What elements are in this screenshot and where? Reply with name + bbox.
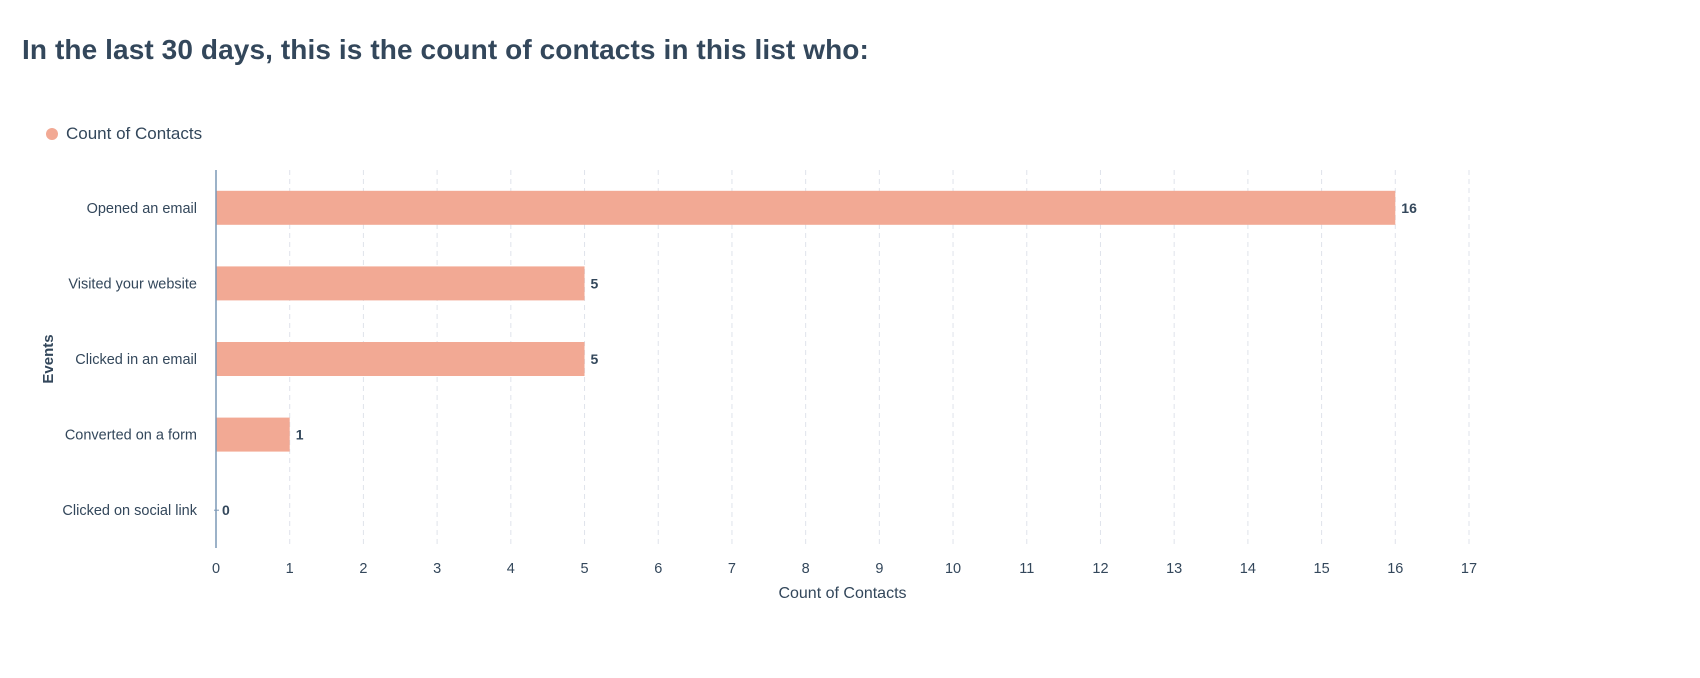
bar-value-label: 0 [222, 502, 230, 518]
bar-labels: 16 5 5 1 0 [222, 200, 1417, 518]
chart-legend[interactable]: Count of Contacts [46, 124, 202, 144]
x-tick-label: 0 [212, 561, 220, 577]
category-labels: Opened an email Visited your website Click… [62, 201, 197, 519]
category-label: Converted on a form [65, 428, 197, 444]
x-tick-label: 1 [286, 561, 294, 577]
x-tick-label: 7 [728, 561, 736, 577]
grid-lines [289, 170, 1470, 548]
bar[interactable] [216, 342, 585, 376]
x-tick-labels: 0 1 2 3 4 5 6 7 8 9 10 11 12 13 14 15 16 17 [212, 561, 1477, 577]
x-tick-label: 5 [580, 561, 588, 577]
x-axis-title: Count of Contacts [778, 585, 906, 602]
x-tick-label: 14 [1240, 561, 1256, 577]
x-tick-label: 9 [875, 561, 883, 577]
x-tick-label: 13 [1166, 561, 1182, 577]
x-tick-label: 6 [654, 561, 662, 577]
category-label: Opened an email [87, 201, 197, 217]
bar[interactable] [216, 266, 585, 301]
bar-value-label: 16 [1401, 200, 1417, 216]
x-tick-label: 11 [1019, 561, 1034, 577]
x-tick-label: 12 [1092, 561, 1108, 577]
legend-label: Count of Contacts [66, 124, 203, 143]
category-label: Clicked in an email [75, 352, 197, 368]
x-tick-label: 15 [1314, 561, 1330, 577]
bars [214, 190, 1396, 511]
bar[interactable] [216, 190, 1396, 225]
x-tick-label: 8 [802, 561, 810, 577]
page-title: In the last 30 days, this is the count o… [22, 34, 869, 65]
bar-value-label: 1 [296, 427, 304, 443]
y-axis-title: Events [40, 334, 57, 383]
bar-value-label: 5 [591, 275, 599, 291]
x-tick-label: 10 [945, 561, 961, 577]
category-label: Visited your website [68, 276, 197, 292]
x-tick-label: 2 [359, 561, 367, 577]
x-tick-label: 17 [1461, 561, 1477, 577]
legend-swatch [46, 128, 58, 140]
x-tick-label: 16 [1387, 561, 1403, 577]
category-label: Clicked on social link [62, 503, 197, 519]
x-tick-label: 3 [433, 561, 441, 577]
bar-value-label: 5 [591, 351, 599, 367]
bar[interactable] [216, 417, 290, 452]
x-tick-label: 4 [507, 561, 515, 577]
